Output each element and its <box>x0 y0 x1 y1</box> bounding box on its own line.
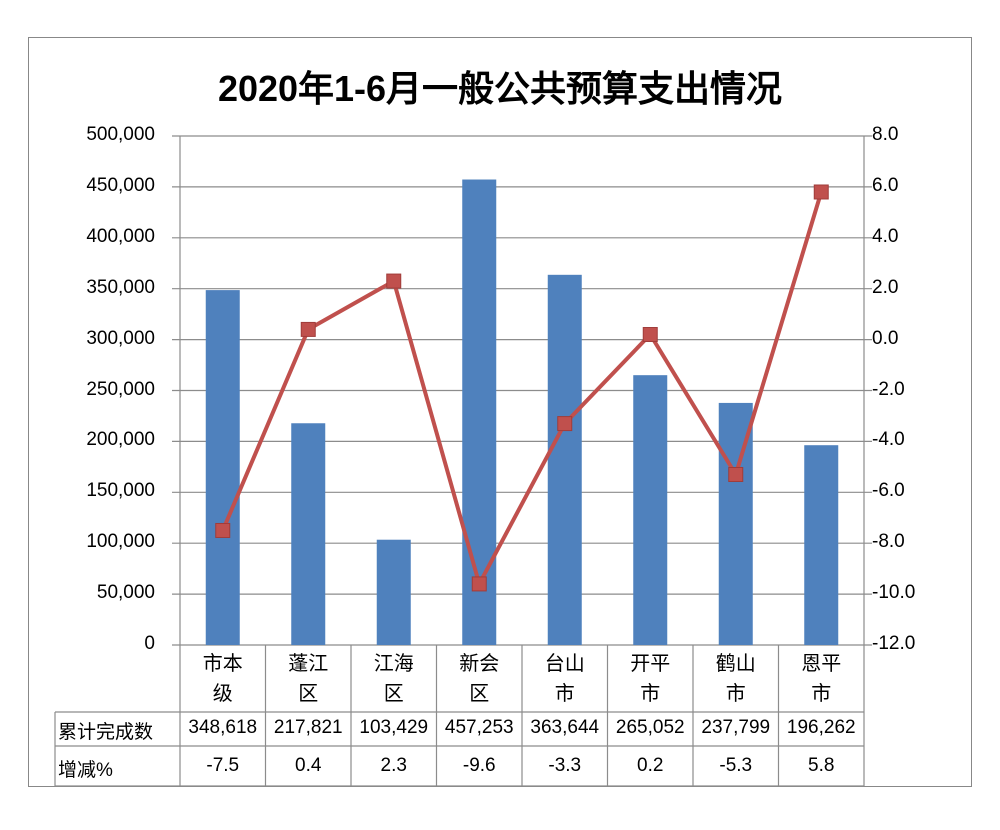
left-axis-tick-label: 150,000 <box>86 480 155 502</box>
left-axis-tick-label: 50,000 <box>96 582 155 604</box>
right-axis-tick-label: -4.0 <box>872 429 905 451</box>
bar <box>462 179 497 645</box>
left-axis-tick-label: 0 <box>144 633 155 654</box>
table-cell-change: 0.2 <box>637 755 664 776</box>
table-cell-change: -5.3 <box>719 755 753 776</box>
left-axis-tick-label: 250,000 <box>86 378 155 400</box>
category-label: 蓬江区 <box>288 653 329 705</box>
table-cell-total: 103,429 <box>359 717 429 738</box>
table-cell-total: 217,821 <box>273 717 343 738</box>
line-marker <box>813 184 829 200</box>
bar <box>291 423 326 645</box>
category-label: 市本级 <box>202 653 243 705</box>
category-label: 台山市 <box>544 653 585 705</box>
right-axis-tick-label: -2.0 <box>872 378 905 400</box>
right-axis-tick-label: -10.0 <box>872 582 916 604</box>
line-marker <box>642 327 658 343</box>
right-axis-tick-label: 4.0 <box>872 225 899 247</box>
line-series <box>220 191 824 586</box>
table-row-label-change: 增减% <box>58 760 113 781</box>
table-cell-change: -3.3 <box>548 755 582 776</box>
category-label: 鹤山市 <box>715 653 756 705</box>
table-cell-change: 0.4 <box>295 755 322 776</box>
left-axis-tick-label: 350,000 <box>86 276 155 298</box>
bar <box>804 445 839 645</box>
left-axis-tick-label: 300,000 <box>86 327 155 349</box>
table-row-label-total: 累计完成数 <box>58 722 154 743</box>
line-marker <box>557 416 573 432</box>
right-axis-tick-label: -8.0 <box>872 531 905 553</box>
table-cell-total: 237,799 <box>701 717 771 738</box>
left-axis-tick-label: 450,000 <box>86 174 155 196</box>
bar <box>547 274 582 645</box>
right-axis-tick-label: 2.0 <box>872 276 899 298</box>
line-marker <box>386 273 402 289</box>
right-axis-tick-label: 8.0 <box>872 124 899 145</box>
category-label: 江海区 <box>373 653 414 705</box>
left-axis-tick-label: 500,000 <box>86 124 155 145</box>
table-cell-total: 196,262 <box>786 717 856 738</box>
bar <box>633 375 668 645</box>
table-cell-change: -7.5 <box>206 755 240 776</box>
right-axis-tick-label: -12.0 <box>872 633 916 654</box>
line-marker <box>215 522 231 538</box>
right-axis-tick-label: 6.0 <box>872 174 899 196</box>
bar <box>205 290 240 645</box>
table-cell-total: 457,253 <box>444 717 514 738</box>
table-cell-change: 5.8 <box>808 755 835 776</box>
category-label: 开平市 <box>630 653 671 705</box>
table-cell-total: 363,644 <box>530 717 600 738</box>
right-axis-tick-label: 0.0 <box>872 327 899 349</box>
table-cell-change: 2.3 <box>380 755 407 776</box>
table-cell-total: 265,052 <box>615 717 685 738</box>
line-marker <box>471 576 487 592</box>
line-marker <box>728 466 744 482</box>
category-label: 新会区 <box>459 653 500 705</box>
left-axis-tick-label: 400,000 <box>86 225 155 247</box>
table-cell-change: -9.6 <box>462 755 496 776</box>
category-label: 恩平市 <box>801 653 842 705</box>
bar <box>376 539 411 645</box>
left-axis-tick-label: 200,000 <box>86 429 155 451</box>
table-cell-total: 348,618 <box>188 717 258 738</box>
line-marker <box>300 321 316 337</box>
right-axis-tick-label: -6.0 <box>872 480 905 502</box>
chart-title: 2020年1-6月一般公共预算支出情况 <box>217 68 783 109</box>
left-axis-tick-label: 100,000 <box>86 531 155 553</box>
